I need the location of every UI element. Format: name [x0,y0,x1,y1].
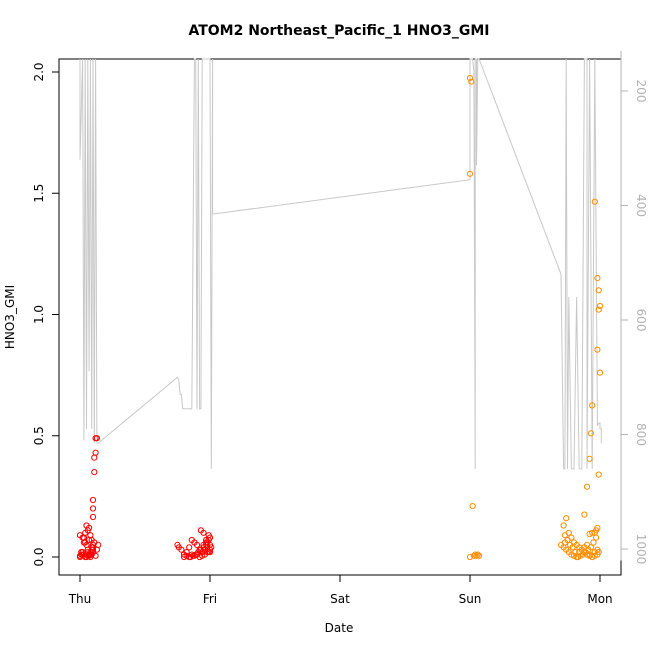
data-point [469,503,476,510]
y-axis: 0.0 0.5 1.0 1.5 2.0 [32,62,60,567]
data-point [473,552,480,559]
data-point [92,449,99,456]
data-point [589,529,596,536]
x-axis: Thu Fri Sat Sun Mon [68,574,613,606]
data-point [466,75,474,82]
data-point [591,198,598,205]
x-tick-label: Sat [330,592,350,606]
data-point [86,552,93,559]
x-tick-label: Fri [203,592,217,606]
y2-tick-label: 600 [634,309,648,332]
data-point [587,430,595,437]
data-point [186,544,193,551]
y-axis-label: HNO3_GMI [3,285,17,349]
x-tick-label: Thu [68,592,92,606]
data-point [595,549,602,556]
data-point [572,549,579,556]
y2-tick-label: 200 [634,80,648,103]
data-point [596,369,604,376]
y2-axis-right: 200 400 600 800 1000 [620,50,648,565]
data-point [595,287,602,294]
data-point [203,536,210,544]
x-axis-label: Date [325,621,354,635]
data-point [589,402,596,409]
data-point [595,306,602,313]
data-point [206,541,214,549]
data-point [89,496,97,504]
data-point [197,546,204,553]
x-tick-label: Mon [587,592,612,606]
data-point [569,544,576,551]
data-point [191,552,198,559]
data-point [86,524,93,532]
data-point [583,483,591,490]
data-point [596,302,604,310]
data-point [79,534,86,541]
y-tick-label: 0.0 [32,547,46,566]
data-point [205,532,212,539]
points-layer [76,75,604,561]
data-point [594,524,601,532]
pressure-line [79,58,602,470]
data-point [193,541,201,549]
data-point [595,471,602,478]
data-point [581,511,588,518]
data-point [84,549,91,556]
data-point [474,551,481,558]
data-point [93,435,101,442]
data-point [200,529,207,536]
y-tick-label: 2.0 [32,62,46,81]
data-point [82,539,89,546]
data-point [587,544,595,551]
y-tick-label: 1.5 [32,184,46,203]
plot-frame [58,58,622,576]
data-point [564,536,571,544]
data-point [561,532,569,539]
data-point [95,541,102,549]
data-point [89,505,97,512]
data-point [466,553,474,561]
data-point [89,546,97,553]
y2-tick-label: 800 [634,423,648,446]
data-point [91,469,98,476]
data-point [586,455,593,462]
data-point [178,546,185,553]
data-point [91,454,98,461]
y-tick-label: 1.0 [32,305,46,324]
y2-tick-label: 400 [634,194,648,217]
data-point [183,549,190,556]
data-point [466,170,474,177]
data-point [472,551,479,558]
y2-tick-label: 1000 [634,534,648,565]
data-point [560,522,567,529]
y-tick-label: 0.5 [32,426,46,445]
data-point [594,346,601,353]
pressure-line-layer [79,58,602,470]
data-point [590,539,597,546]
data-point [468,78,475,85]
data-point [563,515,570,522]
data-point [476,552,483,559]
x-tick-label: Sun [459,592,482,606]
data-point [89,513,97,521]
data-point [594,275,601,282]
chart-title: ATOM2 Northeast_Pacific_1 HNO3_GMI [188,23,489,39]
